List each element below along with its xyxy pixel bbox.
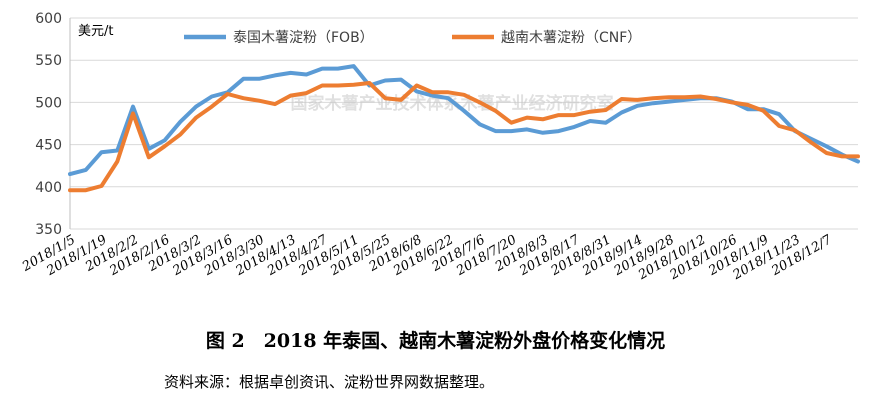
x-axis-ticks: 2018/1/52018/1/192018/2/22018/2/162018/3… (19, 232, 835, 283)
y-tick-label: 500 (35, 95, 62, 111)
y-tick-label: 450 (35, 138, 62, 154)
legend-label-vietnam: 越南木薯淀粉（CNF） (501, 30, 641, 46)
y-tick-label: 600 (35, 11, 62, 27)
figure-caption: 图 2 2018 年泰国、越南木薯淀粉外盘价格变化情况 (205, 330, 666, 352)
legend-label-thailand: 泰国木薯淀粉（FOB） (233, 30, 374, 46)
y-tick-label: 350 (35, 222, 62, 238)
legend: 泰国木薯淀粉（FOB） 越南木薯淀粉（CNF） (184, 30, 641, 46)
series-line-vietnam (68, 81, 860, 193)
y-axis-ticks: 350 400 450 500 550 600 (35, 11, 62, 238)
series-group (68, 64, 860, 193)
y-unit-label: 美元/t (78, 24, 113, 39)
y-tick-label: 400 (35, 180, 62, 196)
series-line-thailand (68, 64, 860, 177)
y-tick-label: 550 (35, 53, 62, 69)
data-source-note: 资料来源：根据卓创资讯、淀粉世界网数据整理。 (164, 373, 495, 391)
